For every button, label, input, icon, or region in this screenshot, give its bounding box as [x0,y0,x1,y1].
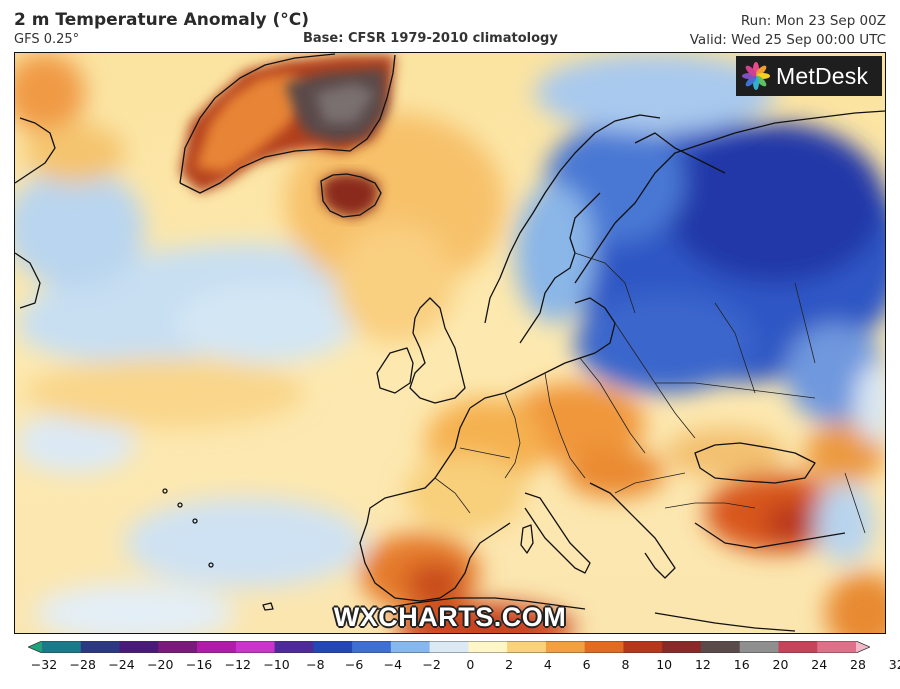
coastlines [15,53,885,632]
colorbar-tick-label: −8 [306,657,325,672]
colorbar-cell [274,641,314,653]
colorbar-cell [545,641,586,653]
metdesk-logo-text: MetDesk [776,62,869,89]
colorbar-tick-label: 2 [505,657,514,672]
colorbar-tick-label: 10 [656,657,673,672]
model-label: GFS 0.25° [14,32,80,47]
colorbar-tick-label: 0 [466,657,475,672]
colorbar-cell [700,641,741,653]
anomaly-map [14,52,886,634]
colorbar-cell [778,641,818,653]
valid-time-label: Valid: Wed 25 Sep 00:00 UTC [689,32,886,48]
colorbar-cell [623,641,663,653]
wxcharts-watermark: WXCHARTS.COM [333,602,567,632]
colorbar-tick-label: 6 [582,657,591,672]
colorbar-tick-label: −20 [147,657,174,672]
colorbar-cell [468,641,508,653]
colorbar-cell [42,641,82,653]
run-time-label: Run: Mon 23 Sep 00Z [740,13,886,29]
iceland-region [321,173,380,218]
colorbar-cell [119,641,159,653]
colorbar-tick-label: −2 [422,657,441,672]
colorbar-tick-label: 28 [850,657,866,672]
colorbar-cell [662,641,702,653]
colorbar-tick-label: 4 [543,657,552,672]
colorbar-cell [313,641,353,653]
colorbar-tick-label: −24 [108,657,135,672]
colorbar-cell [197,641,237,653]
metdesk-flower-icon [742,62,770,90]
anomaly-shading [15,53,885,633]
country-borders [434,252,866,534]
colorbar-cell [739,641,780,653]
colorbar-tick-label: 32 [888,657,900,672]
colorbar-tick-label: 8 [621,657,630,672]
colorbar-tick-label: −4 [383,657,403,672]
metdesk-logo: MetDesk [736,56,882,96]
colorbar-cell [158,641,198,653]
colorbar-cell [80,641,121,653]
colorbar-cell [28,641,42,653]
colorbar-tick-labels: −32 −28 −24 −20 −16 −12 −10 −8 −6 −4 −2 0 2 4 6 8 10 12 16… [28,657,900,675]
colorbar-cell [352,641,392,653]
colorbar-cells [28,641,870,653]
chart-title: 2 m Temperature Anomaly (°C) [14,10,310,30]
colorbar-tick-label: −16 [185,657,213,672]
colorbar-tick-label: 20 [772,657,789,672]
climatology-base-label: Base: CFSR 1979-2010 climatology [303,31,558,46]
colorbar-tick-label: −32 [30,657,58,672]
colorbar-tick-label: −6 [344,657,364,672]
colorbar-cell [856,641,870,653]
colorbar-cell [235,641,276,653]
colorbar-cell [507,641,547,653]
colorbar-cell [817,641,857,653]
colorbar-cell [390,641,431,653]
colorbar-cell [429,641,469,653]
colorbar-tick-label: −28 [69,657,96,672]
colorbar-cell [584,641,625,653]
colorbar-tick-label: 24 [811,657,828,672]
colorbar-tick-label: 16 [733,657,750,672]
map-canvas [15,53,885,633]
colorbar [28,641,870,653]
greenland-region [180,55,395,193]
colorbar-tick-label: −12 [224,657,251,672]
colorbar-tick-label: 12 [694,657,711,672]
colorbar-tick-label: −10 [263,657,290,672]
